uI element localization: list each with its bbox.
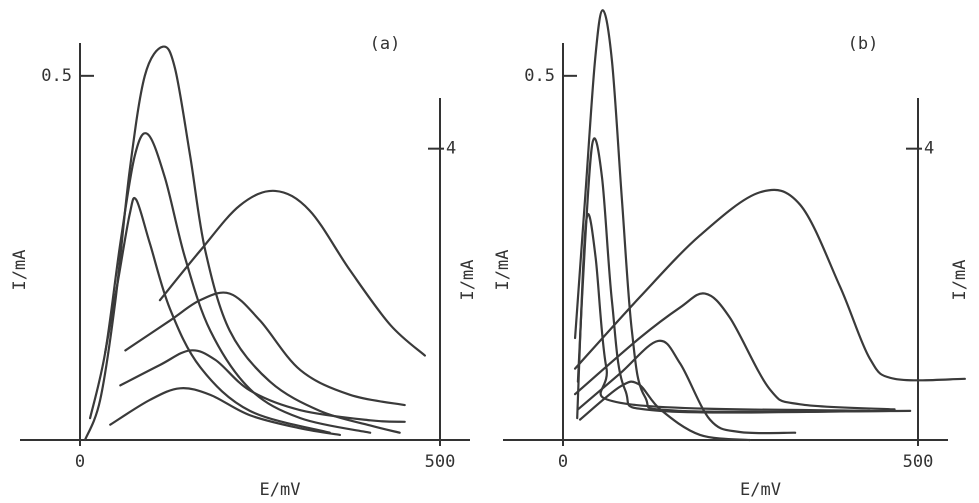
y-axis-label: I/mA: [493, 250, 513, 291]
y-tick-label: 0.5: [41, 66, 72, 86]
curve: [109, 387, 342, 437]
curve: [573, 292, 896, 411]
curve: [158, 189, 426, 357]
x-tick-label: 0: [75, 452, 85, 472]
x-tick-label: 500: [903, 452, 934, 472]
y-tick-label: 0.5: [524, 66, 555, 86]
curve: [573, 188, 966, 382]
curve: [576, 339, 797, 435]
y2-tick-label: 4: [924, 139, 934, 159]
y2-axis-label: I/mA: [950, 260, 970, 301]
y2-tick-label: 4: [446, 139, 456, 159]
curve: [578, 380, 751, 442]
curve: [88, 132, 372, 434]
curve: [119, 349, 406, 423]
x-axis-label: E/mV: [740, 480, 781, 500]
curve: [573, 9, 912, 414]
curve: [124, 291, 406, 407]
x-axis-label: E/mV: [260, 480, 301, 500]
x-tick-label: 500: [425, 452, 456, 472]
curve: [576, 213, 871, 420]
y-axis-label: I/mA: [10, 250, 30, 291]
panel-label: (a): [370, 34, 401, 54]
y2-axis-label: I/mA: [458, 260, 478, 301]
x-tick-label: 0: [558, 452, 568, 472]
curve: [576, 137, 891, 414]
curve: [104, 196, 331, 434]
panel-label: (b): [848, 34, 879, 54]
